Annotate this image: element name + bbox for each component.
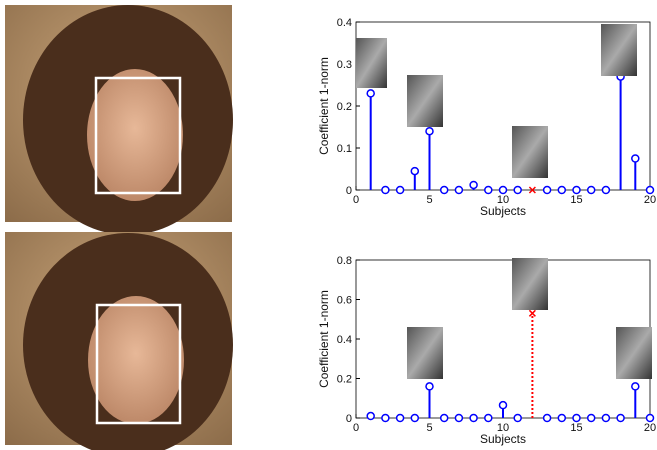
marker-circle [454, 413, 464, 423]
marker-circle [645, 185, 655, 195]
marker-circle [557, 185, 567, 195]
marker-circle [631, 382, 640, 391]
marker-circle [425, 126, 434, 136]
marker-circle [557, 413, 567, 423]
marker-circle [469, 180, 478, 190]
marker-circle [572, 413, 581, 423]
y-tick-label: 0 [346, 185, 352, 197]
marker-circle [542, 413, 552, 423]
marker-circle [498, 400, 508, 410]
y-axis-label: Coefficient 1-norm [317, 290, 331, 388]
marker-circle [439, 413, 449, 423]
marker-circle [601, 413, 611, 423]
marker-circle [484, 185, 493, 195]
photo-top [5, 5, 233, 235]
marker-circle [513, 413, 522, 423]
marker-circle [366, 89, 375, 98]
x-tick-label: 15 [570, 194, 582, 206]
y-tick-label: 0.4 [337, 334, 352, 346]
marker-circle [586, 413, 596, 423]
thumbnails [356, 24, 652, 379]
marker-circle [410, 413, 420, 423]
marker-circle [454, 185, 464, 195]
y-tick-label: 0.3 [337, 59, 352, 71]
marker-x [528, 309, 536, 317]
x-tick-label: 5 [426, 194, 432, 206]
x-axis-label: Subjects [480, 432, 526, 446]
y-tick-label: 0.8 [337, 255, 352, 267]
stem-chart: 0 0.1 0.2 0.3 0.4 0 5 10 15 20 Subjects Coefficient… [317, 17, 656, 218]
marker-circle [484, 413, 493, 423]
marker-circle [395, 413, 405, 423]
marker-circle [645, 413, 655, 423]
y-tick-label: 0.1 [337, 143, 352, 155]
x-tick-label: 10 [497, 194, 509, 206]
y-tick-label: 0 [346, 413, 352, 425]
marker-circle [366, 411, 375, 421]
marker-circle [601, 185, 611, 195]
marker-circle [381, 413, 390, 423]
x-tick-label: 20 [644, 422, 656, 434]
x-axis-label: Subjects [480, 204, 526, 218]
marker-circle [572, 185, 581, 195]
marker-circle [410, 166, 420, 176]
y-tick-label: 0.2 [337, 374, 352, 386]
x-tick-label: 15 [570, 422, 582, 434]
marker-circle [616, 413, 625, 423]
marker-circle [395, 185, 405, 195]
marker-circle [439, 185, 449, 195]
y-axis-label: Coefficient 1-norm [317, 57, 331, 155]
photo-bottom [5, 232, 233, 450]
plot-frame [355, 259, 651, 419]
x-tick-label: 0 [353, 422, 359, 434]
marker-x [528, 186, 536, 194]
marker-circle [469, 413, 478, 423]
charts: 0 0.1 0.2 0.3 0.4 0 5 10 15 20 Subjects Coefficient… [317, 17, 656, 446]
marker-circle [586, 185, 596, 195]
marker-circle [631, 154, 640, 163]
marker-circle [513, 185, 522, 195]
marker-circle [381, 185, 390, 195]
y-tick-label: 0.6 [337, 295, 352, 307]
y-tick-label: 0.2 [337, 101, 352, 113]
marker-circle [425, 382, 434, 391]
x-tick-label: 20 [644, 194, 656, 206]
y-tick-label: 0.4 [337, 17, 352, 29]
marker-circle [498, 185, 508, 195]
x-tick-label: 0 [353, 194, 359, 206]
x-tick-label: 5 [426, 422, 432, 434]
marker-circle [542, 185, 552, 195]
x-tick-label: 10 [497, 422, 509, 434]
stem-chart: 0 0.2 0.4 0.6 0.8 0 5 10 15 20 Subjects Coefficient… [317, 255, 656, 446]
